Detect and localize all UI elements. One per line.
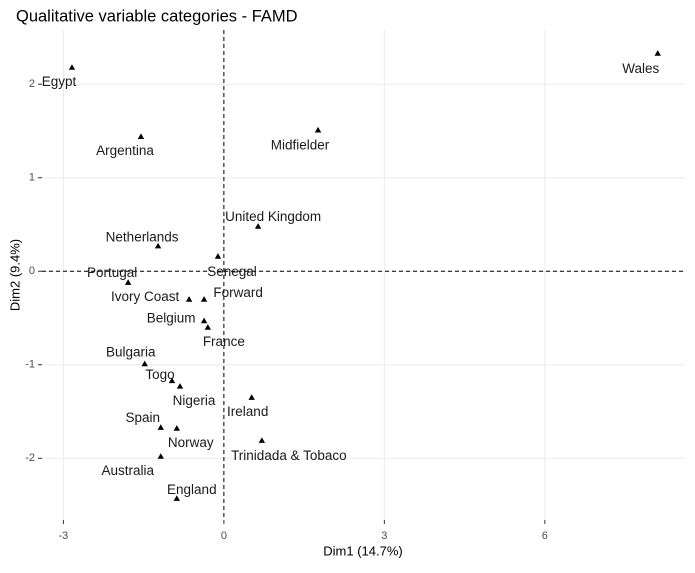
marks: Egypt Wales Argentina Midfielder United King… bbox=[42, 50, 661, 501]
point-label: Portugal bbox=[87, 265, 137, 280]
x-tick-label: 3 bbox=[381, 530, 387, 542]
point-label: Argentina bbox=[96, 143, 154, 158]
point-label: Trinidada & Tobaco bbox=[231, 448, 347, 463]
x-tick-label: -3 bbox=[59, 530, 69, 542]
point bbox=[157, 424, 164, 430]
point bbox=[314, 126, 322, 133]
y-axis-label: Dim2 (9.4%) bbox=[7, 239, 22, 311]
point-label: Togo bbox=[145, 367, 174, 382]
point-label: Ireland bbox=[227, 404, 268, 419]
point-label: Forward bbox=[213, 285, 263, 300]
point-label: Wales bbox=[622, 61, 659, 76]
point-label: Australia bbox=[101, 463, 154, 478]
point-label: Ivory Coast bbox=[111, 289, 180, 304]
point-label: Nigeria bbox=[173, 393, 216, 408]
y-tick-label: 2 bbox=[29, 78, 35, 90]
point-label: France bbox=[203, 334, 245, 349]
point-label: Egypt bbox=[42, 74, 77, 89]
grid bbox=[38, 30, 685, 524]
point bbox=[200, 296, 208, 302]
point bbox=[176, 383, 184, 389]
y-tick-label: 0 bbox=[29, 265, 35, 277]
x-tick-label: 0 bbox=[221, 530, 227, 542]
y-tick-label: -1 bbox=[25, 359, 35, 371]
point bbox=[124, 279, 132, 285]
point bbox=[154, 242, 162, 249]
point-label: Bulgaria bbox=[106, 344, 156, 359]
point-label: Belgium bbox=[147, 310, 196, 325]
point-label: Spain bbox=[125, 410, 160, 425]
point bbox=[258, 437, 266, 443]
point bbox=[141, 360, 148, 367]
point bbox=[157, 453, 164, 459]
point-label: England bbox=[167, 482, 217, 497]
point-label: Senegal bbox=[207, 264, 257, 279]
point bbox=[168, 377, 176, 384]
point bbox=[204, 324, 212, 330]
point bbox=[68, 64, 76, 70]
point bbox=[200, 317, 208, 324]
point bbox=[214, 253, 222, 259]
point bbox=[654, 50, 661, 56]
point bbox=[248, 394, 255, 400]
point bbox=[254, 223, 262, 229]
point bbox=[173, 425, 181, 431]
point bbox=[173, 495, 181, 501]
point-label: Norway bbox=[168, 435, 214, 450]
y-tick-label: -2 bbox=[25, 452, 35, 464]
y-tick-label: 1 bbox=[29, 172, 35, 184]
point bbox=[137, 133, 145, 140]
point-label: Midfielder bbox=[271, 138, 330, 153]
point-label: United Kingdom bbox=[225, 209, 321, 224]
chart-title: Qualitative variable categories - FAMD bbox=[16, 7, 298, 25]
x-axis-label: Dim1 (14.7%) bbox=[323, 543, 402, 558]
point bbox=[185, 296, 193, 302]
x-tick-label: 6 bbox=[542, 530, 548, 542]
point-label: Netherlands bbox=[106, 230, 179, 245]
